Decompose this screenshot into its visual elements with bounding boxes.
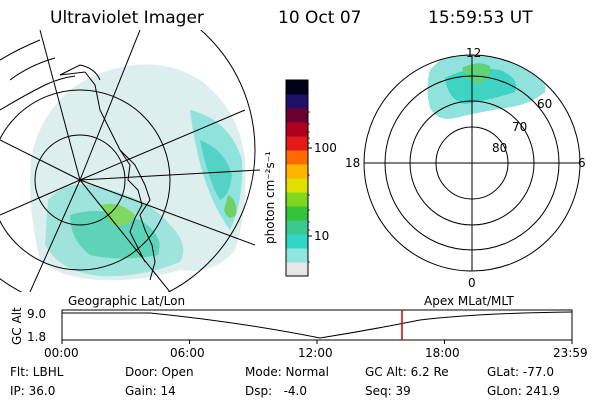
colorbar-segment	[286, 248, 308, 263]
colorbar-segment	[286, 220, 308, 235]
colorbar-segment	[286, 150, 308, 165]
lat-label-70: 70	[512, 120, 528, 134]
instrument-title: Ultraviolet Imager	[50, 8, 204, 28]
geographic-label: Geographic Lat/Lon	[68, 294, 186, 308]
colorbar-segment	[286, 122, 308, 137]
colorbar-segment	[286, 80, 308, 95]
colorbar-segment	[286, 178, 308, 193]
colorbar-tick-100: 100	[314, 141, 337, 155]
colorbar-segment	[286, 136, 308, 151]
lat-label-80: 80	[492, 141, 508, 155]
colorbar-tick-10: 10	[314, 229, 330, 243]
colorbar-segment	[286, 262, 308, 277]
altitude-timeline	[61, 309, 573, 344]
apex-label: Apex MLat/MLT	[424, 294, 514, 308]
glon-info: GLon: 241.9	[487, 384, 560, 398]
seq-info: Seq: 39	[365, 384, 411, 398]
x-tick-0600: 06:00	[170, 346, 205, 360]
gain-info: Gain: 14	[125, 384, 176, 398]
colorbar-segment	[286, 206, 308, 221]
dsp-info: Dsp: -4.0	[245, 384, 308, 398]
x-tick-1200: 12:00	[298, 346, 333, 360]
mlt-label-0: 0	[468, 276, 476, 290]
gc-alt-axis-label: GC Alt	[10, 307, 24, 345]
observation-time: 15:59:53 UT	[428, 8, 533, 28]
colorbar-segment	[286, 234, 308, 249]
observation-date: 10 Oct 07	[278, 8, 362, 28]
x-tick-1800: 18:00	[425, 346, 460, 360]
x-tick-2359: 23:59	[553, 346, 588, 360]
colorbar-segment	[286, 108, 308, 123]
y-tick-high: 9.0	[27, 307, 47, 321]
x-tick-0000: 00:00	[44, 346, 79, 360]
ip-info: IP: 36.0	[10, 384, 56, 398]
mode-info: Mode: Normal	[245, 365, 329, 379]
mlt-label-12: 12	[466, 46, 482, 60]
colorbar-unit-label: photon cm⁻²s⁻¹	[263, 151, 277, 244]
geographic-map	[0, 30, 261, 292]
polar-emission-image	[427, 55, 546, 119]
colorbar-segment	[286, 192, 308, 207]
colorbar-segment	[286, 94, 308, 109]
intensity-colorbar	[286, 80, 308, 277]
filter-info: Flt: LBHL	[10, 365, 64, 379]
mlt-label-6: 6	[578, 156, 586, 170]
lat-label-60: 60	[537, 97, 553, 111]
colorbar-segment	[286, 164, 308, 179]
door-info: Door: Open	[125, 365, 194, 379]
glat-info: GLat: -77.0	[487, 365, 554, 379]
gc-alt-info: GC Alt: 6.2 Re	[365, 365, 449, 379]
y-tick-low: 1.8	[27, 330, 47, 344]
mlt-label-18: 18	[345, 156, 361, 170]
polar-mlt-plot	[363, 54, 581, 272]
